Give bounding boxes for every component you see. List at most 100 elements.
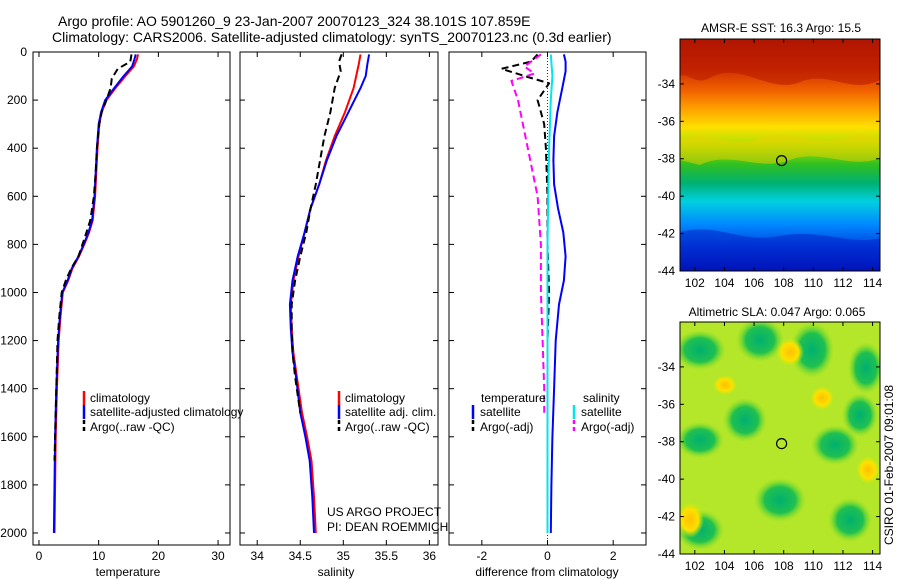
temperature-depth-axis: 0 200 400 600 800 1000 1200 1400 1600 1800 2000 (0, 45, 230, 540)
lat-tick-label: -36 (658, 397, 676, 411)
difference-legend-header: salinity (583, 391, 620, 405)
lon-tick-label: 110 (804, 559, 823, 573)
sst-front (680, 134, 880, 165)
lon-tick-label: 110 (804, 276, 823, 290)
difference-panel: -2 0 2 difference from climatology tempera… (448, 51, 647, 579)
difference-depth-axis (449, 51, 646, 534)
sla-high-eddy (810, 386, 834, 410)
sla-map-panel: Altimetric SLA: 0.047 Argo: 0.065 -34 -36… (658, 305, 883, 573)
sst-warm-tongue (680, 39, 880, 85)
sst-map-panel: AMSR-E SST: 16.3 Argo: 15.5 -34 -36 -38 -40… (658, 21, 883, 290)
series-line (289, 54, 362, 534)
depth-tick-label: 1400 (0, 382, 27, 396)
sla-low-eddy (828, 498, 872, 542)
figure-title: Argo profile: AO 5901260_9 23-Jan-2007 2… (58, 13, 531, 29)
sla-low-eddy (736, 322, 784, 362)
salinity-depth-axis (240, 51, 438, 534)
depth-tick-label: 0 (20, 45, 27, 59)
lat-tick-label: -42 (658, 510, 676, 524)
sla-field (680, 322, 880, 554)
sla-high-eddy (776, 338, 804, 366)
x-tick-label: 0 (544, 549, 551, 563)
credit-stamp: CSIRO 01-Feb-2007 09:01:08 (882, 385, 896, 545)
sla-low-eddy (848, 342, 880, 394)
lon-tick-label: 106 (744, 276, 764, 290)
salinity-axis-label: salinity (318, 565, 355, 579)
lat-tick-label: -38 (658, 152, 676, 166)
salinity-x-axis: 34 34.5 35 35.5 36 (251, 52, 437, 563)
series-line (53, 54, 140, 534)
sla-lon-axis: 102 104 106 108 110 112 114 (685, 322, 882, 573)
sla-low-eddy (754, 478, 806, 522)
series-line (288, 54, 371, 534)
x-tick-label: 20 (152, 549, 166, 563)
sst-map-frame (679, 38, 881, 272)
depth-tick-label: 200 (7, 93, 27, 107)
salinity-legend-item: satellite adj. clim. (345, 405, 436, 419)
x-tick-label: 10 (92, 549, 106, 563)
difference-legend-item: satellite (480, 405, 521, 419)
depth-tick-label: 2000 (0, 526, 27, 540)
x-tick-label: 0 (36, 549, 43, 563)
temperature-series (52, 54, 140, 534)
lon-tick-label: 108 (774, 276, 794, 290)
salinity-legend-item: climatology (345, 391, 405, 405)
sst-field (680, 39, 880, 271)
depth-tick-label: 1200 (0, 334, 27, 348)
pi-annotation: PI: DEAN ROEMMICH (327, 520, 448, 534)
difference-legend-item: Argo(-adj) (581, 420, 634, 434)
x-tick-label: 36 (423, 549, 437, 563)
figure-subtitle: Climatology: CARS2006. Satellite-adjuste… (52, 29, 612, 45)
depth-tick-label: 1000 (0, 285, 27, 299)
depth-tick-label: 600 (7, 189, 27, 203)
difference-legend: temperature salinity satellite Argo(-adj… (471, 391, 634, 434)
lon-tick-label: 102 (685, 276, 705, 290)
temperature-panel: 0 200 400 600 800 1000 1200 1400 1600 1800 2000 0 1… (0, 45, 243, 579)
sla-low-eddy (723, 398, 767, 442)
sst-lat-axis: -34 -36 -38 -40 -42 -44 (658, 77, 880, 278)
lon-tick-label: 106 (744, 559, 764, 573)
x-tick-label: 34 (251, 549, 265, 563)
temperature-legend: climatology satellite-adjusted climatolo… (82, 391, 243, 434)
depth-tick-label: 400 (7, 141, 27, 155)
lon-tick-label: 108 (774, 559, 794, 573)
depth-tick-label: 1800 (0, 478, 27, 492)
x-tick-label: 30 (211, 549, 225, 563)
x-tick-label: 35.5 (375, 549, 399, 563)
lat-tick-label: -42 (658, 227, 676, 241)
x-tick-label: 35 (337, 549, 351, 563)
temperature-legend-item: Argo(..raw -QC) (90, 420, 175, 434)
difference-legend-item: Argo(-adj) (480, 420, 533, 434)
series-line (510, 53, 546, 413)
argo-float-marker (775, 438, 788, 450)
salinity-panel: 34 34.5 35 35.5 36 salinity climatology sate… (239, 51, 448, 579)
sst-cold-patch (680, 229, 880, 271)
sla-low-eddy (680, 330, 726, 370)
temperature-legend-item: climatology (90, 391, 150, 405)
difference-legend-item: satellite (581, 405, 622, 419)
x-tick-label: 2 (610, 549, 617, 563)
lon-tick-label: 114 (863, 559, 882, 573)
sla-low-eddy (842, 393, 878, 437)
difference-legend-header: temperature (481, 391, 546, 405)
temperature-axis-label: temperature (96, 565, 161, 579)
lat-tick-label: -34 (658, 360, 676, 374)
salinity-legend: climatology satellite adj. clim. Argo(..… (337, 391, 436, 434)
sla-map-frame (679, 321, 881, 555)
depth-tick-label: 1600 (0, 430, 27, 444)
difference-axis-label: difference from climatology (475, 565, 618, 579)
lat-tick-label: -38 (658, 435, 676, 449)
lon-tick-label: 112 (833, 559, 852, 573)
salinity-series (288, 54, 371, 534)
difference-series (500, 53, 567, 534)
temperature-legend-item: satellite-adjusted climatology (90, 405, 243, 419)
sla-low-eddy (680, 422, 724, 458)
sla-map-title: Altimetric SLA: 0.047 Argo: 0.065 (689, 305, 866, 319)
lon-tick-label: 102 (685, 559, 705, 573)
sla-low-eddy (811, 425, 859, 465)
sla-high-eddy (856, 456, 880, 484)
sst-map-title: AMSR-E SST: 16.3 Argo: 15.5 (701, 21, 861, 35)
series-line (549, 54, 567, 534)
lat-tick-label: -36 (658, 114, 676, 128)
